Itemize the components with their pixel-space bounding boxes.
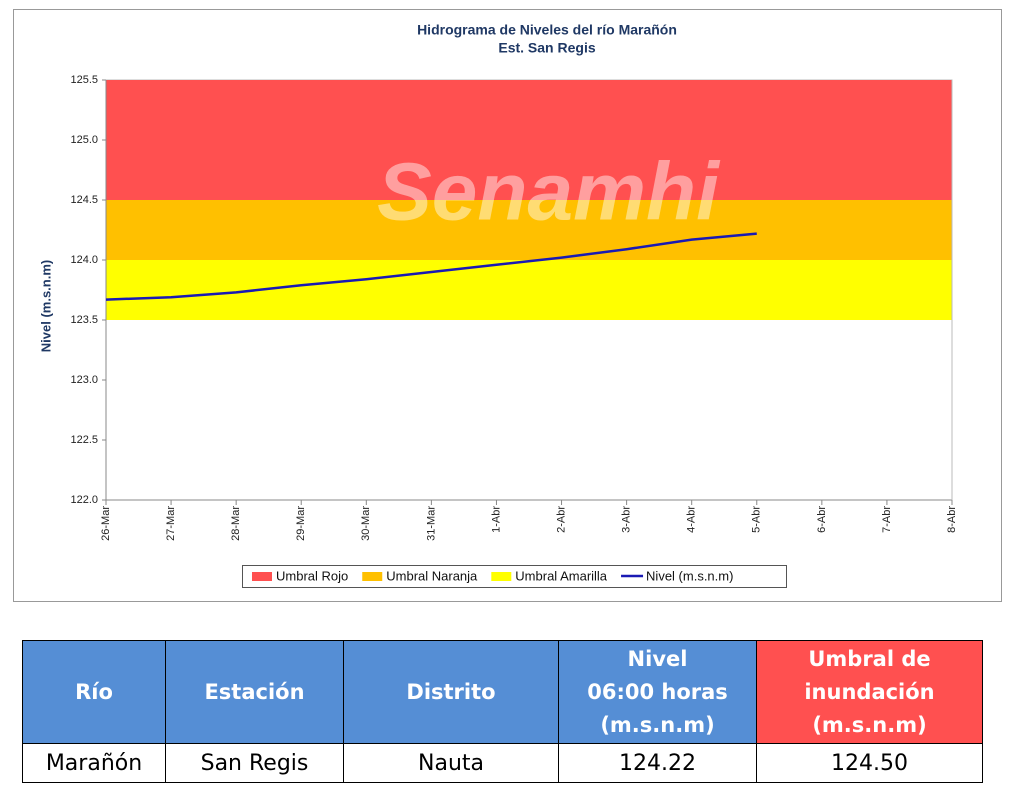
cell: Marañón [22, 743, 166, 783]
y-tick-label: 123.5 [70, 314, 98, 326]
threshold-band [106, 80, 952, 200]
y-tick-label: 125.5 [70, 74, 98, 86]
chart-subtitle: Est. San Regis [498, 40, 595, 56]
y-tick-label: 125.0 [70, 134, 98, 146]
legend-label: Umbral Amarilla [515, 568, 608, 583]
x-tick-label: 2-Abr [555, 506, 567, 533]
x-tick-label: 5-Abr [751, 506, 763, 533]
threshold-band [106, 260, 952, 320]
y-axis-label: Nivel (m.s.n.m) [38, 260, 53, 352]
header-cell: Río [22, 640, 166, 744]
legend-label: Umbral Rojo [276, 568, 348, 583]
legend-swatch [362, 572, 383, 581]
watermark: Senamhi [377, 147, 721, 238]
x-tick-label: 4-Abr [686, 506, 698, 533]
x-tick-label: 3-Abr [621, 506, 633, 533]
table: Río Estación Distrito Nivel 06:00 horas … [22, 640, 983, 783]
x-tick-label: 28-Mar [230, 506, 242, 541]
series-line [105, 232, 757, 301]
legend-swatch [252, 572, 272, 581]
cell: 124.50 [756, 743, 983, 783]
legend: Umbral Rojo Umbral Naranja Umbral Amarilla… [242, 565, 787, 588]
y-tick-label: 124.0 [70, 254, 98, 266]
cell: Nauta [343, 743, 559, 783]
x-tick-label: 7-Abr [881, 506, 893, 533]
x-tick-label: 6-Abr [816, 506, 828, 533]
header-cell: Umbral de inundación (m.s.n.m) [756, 640, 983, 744]
y-tick-label: 122.0 [70, 494, 98, 506]
legend-frame [242, 565, 787, 588]
y-tick-label: 122.5 [70, 434, 98, 446]
header-cell: Distrito [343, 640, 559, 744]
x-tick-label: 29-Mar [295, 506, 307, 541]
x-tick-label: 30-Mar [360, 506, 372, 541]
chart-title: Hidrograma de Niveles del río Marañón [417, 22, 677, 38]
x-tick-label: 1-Abr [490, 506, 502, 533]
threshold-band [106, 200, 952, 260]
header-row: Río Estación Distrito Nivel 06:00 horas … [22, 640, 983, 744]
cell: 124.22 [558, 743, 757, 783]
header-cell: Estación [165, 640, 344, 744]
y-tick-label: 124.5 [70, 194, 98, 206]
x-tick-label: 8-Abr [946, 506, 958, 533]
cell: San Regis [165, 743, 344, 783]
data-row: Marañón San Regis Nauta 124.22 124.50 [22, 743, 983, 783]
legend-swatch [491, 572, 512, 581]
x-tick-label: 27-Mar [165, 506, 177, 541]
x-tick-label: 31-Mar [425, 506, 437, 541]
header-cell: Nivel 06:00 horas (m.s.n.m) [558, 640, 757, 744]
y-tick-label: 123.0 [70, 374, 98, 386]
x-tick-label: 26-Mar [100, 506, 112, 541]
legend-label: Umbral Naranja [386, 568, 478, 583]
chart: Hidrograma de Niveles del río Marañón Es… [13, 9, 1002, 602]
legend-label: Nivel (m.s.n.m) [646, 568, 733, 583]
